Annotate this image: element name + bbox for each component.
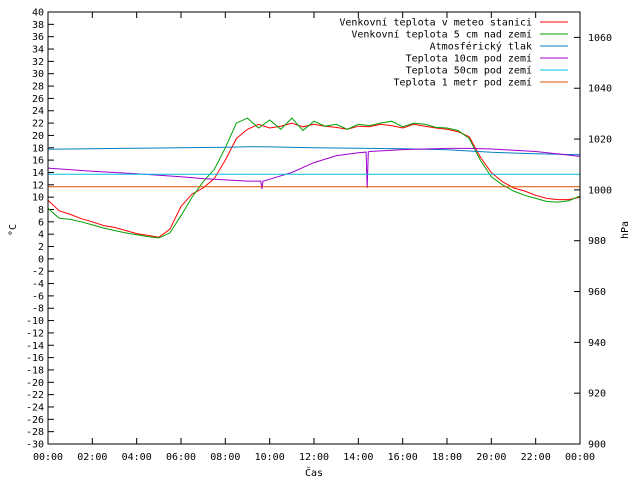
y-left-tick-label: 16 xyxy=(32,156,44,167)
y-right-tick-label: 980 xyxy=(588,236,606,247)
y-left-tick-label: -10 xyxy=(26,316,44,327)
x-tick-label: 08:00 xyxy=(210,452,240,463)
x-axis-label: Čas xyxy=(305,466,323,479)
y-right-tick-label: 1000 xyxy=(588,185,612,196)
x-tick-label: 18:00 xyxy=(432,452,462,463)
x-tick-label: 06:00 xyxy=(166,452,196,463)
x-tick-label: 20:00 xyxy=(476,452,506,463)
y-left-tick-label: 14 xyxy=(32,168,44,179)
y-left-tick-label: 2 xyxy=(38,242,44,253)
y-left-tick-label: 32 xyxy=(32,57,44,68)
y-left-tick-label: 12 xyxy=(32,180,44,191)
x-tick-label: 00:00 xyxy=(565,452,595,463)
y-left-tick-label: -28 xyxy=(26,427,44,438)
series-lines xyxy=(47,117,581,239)
x-tick-label: 14:00 xyxy=(343,452,373,463)
series-line-1 xyxy=(47,122,581,238)
series-line-4 xyxy=(47,147,581,190)
y-left-tick-label: -12 xyxy=(26,328,44,339)
x-tick-label: 00:00 xyxy=(33,452,63,463)
series-line-2 xyxy=(47,117,581,239)
y-left-tick-label: -30 xyxy=(26,440,44,451)
y-left-tick-label: 26 xyxy=(32,94,44,105)
y-left-tick-label: -22 xyxy=(26,390,44,401)
y-left-tick-label: 18 xyxy=(32,143,44,154)
y-left-tick-label: -20 xyxy=(26,378,44,389)
y-left-tick-label: -6 xyxy=(32,291,44,302)
legend-label-5: Teplota 50cm pod zemí xyxy=(406,65,532,77)
y-right-tick-label: 1060 xyxy=(588,33,612,44)
legend-label-6: Teplota 1 metr pod zemí xyxy=(394,77,532,89)
x-tick-label: 16:00 xyxy=(388,452,418,463)
x-tick-label: 10:00 xyxy=(255,452,285,463)
plot-frame xyxy=(47,11,581,445)
y-right-tick-label: 960 xyxy=(588,287,606,298)
y-axis-left-label: °C xyxy=(8,224,19,236)
x-axis-ticks: 00:00 02:00 04:00 06:00 08:00 10:00 12:00 14:00… xyxy=(33,12,595,463)
y-left-tick-label: 0 xyxy=(38,254,44,265)
legend: Venkovní teplota v meteo staniciVenkovní… xyxy=(339,17,568,89)
y-left-tick-label: 28 xyxy=(32,82,44,93)
y-left-tick-label: 10 xyxy=(32,193,44,204)
y-left-tick-label: 8 xyxy=(38,205,44,216)
y-left-tick-label: -4 xyxy=(32,279,44,290)
y-left-tick-label: 34 xyxy=(32,45,44,56)
series-line-3 xyxy=(47,146,581,156)
legend-label-3: Atmosférický tlak xyxy=(430,41,532,53)
y-left-tick-label: -26 xyxy=(26,415,44,426)
x-tick-label: 22:00 xyxy=(521,452,551,463)
y-left-tick-label: 20 xyxy=(32,131,44,142)
y-left-tick-label: 4 xyxy=(38,230,44,241)
y-axis-left-ticks: -30-28-26-24-22-20-18-16-14-12-10-8-6-4-… xyxy=(26,8,54,451)
legend-label-4: Teplota 10cm pod zemí xyxy=(406,53,532,65)
y-right-tick-label: 940 xyxy=(588,338,606,349)
y-left-tick-label: 24 xyxy=(32,106,44,117)
x-tick-label: 02:00 xyxy=(77,452,107,463)
y-left-tick-label: -18 xyxy=(26,365,44,376)
x-tick-label: 12:00 xyxy=(299,452,329,463)
y-left-tick-label: -8 xyxy=(32,304,44,315)
y-left-tick-label: -2 xyxy=(32,267,44,278)
y-right-tick-label: 920 xyxy=(588,389,606,400)
x-tick-label: 04:00 xyxy=(122,452,152,463)
legend-label-2: Venkovní teplota 5 cm nad zemí xyxy=(351,29,532,41)
y-left-tick-label: 36 xyxy=(32,32,44,43)
y-left-tick-label: -24 xyxy=(26,402,44,413)
y-right-tick-label: 1020 xyxy=(588,135,612,146)
y-left-tick-label: 40 xyxy=(32,8,44,19)
y-left-tick-label: 38 xyxy=(32,20,44,31)
y-left-tick-label: 30 xyxy=(32,69,44,80)
y-right-tick-label: 900 xyxy=(588,440,606,451)
y-left-tick-label: -16 xyxy=(26,353,44,364)
y-left-tick-label: 22 xyxy=(32,119,44,130)
y-left-tick-label: 6 xyxy=(38,217,44,228)
y-right-tick-label: 1040 xyxy=(588,84,612,95)
legend-label-1: Venkovní teplota v meteo stanici xyxy=(339,17,532,29)
y-left-tick-label: -14 xyxy=(26,341,44,352)
y-axis-right-label: hPa xyxy=(620,221,631,239)
y-axis-right-ticks: 900 920 940 960 980 1000 1020 1040 1060 xyxy=(574,33,612,451)
